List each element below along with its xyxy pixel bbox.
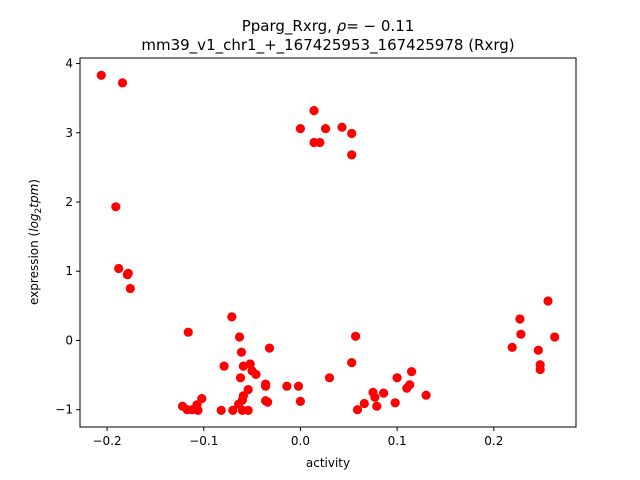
chart-title: Pparg_Rxrg, ρ= − 0.11: [242, 17, 415, 36]
data-point-2: [111, 202, 121, 212]
data-point-59: [405, 380, 415, 390]
data-point-67: [535, 364, 545, 375]
data-point-47: [324, 373, 335, 383]
x-tick-label-3: 0.1: [388, 434, 407, 448]
x-tick-label-1: −0.1: [189, 434, 218, 448]
data-point-43: [216, 405, 226, 415]
data-point-5: [122, 270, 132, 280]
x-tick-label-0: −0.2: [93, 434, 122, 448]
data-point-51: [359, 398, 369, 409]
data-point-37: [197, 394, 207, 404]
x-axis-label: activity: [306, 456, 350, 470]
y-tick-label-1: 0: [65, 333, 73, 347]
data-point-49: [351, 331, 361, 341]
data-point-33: [263, 397, 273, 407]
data-point-16: [227, 312, 237, 322]
data-point-27: [261, 381, 271, 391]
data-point-6: [125, 283, 135, 294]
data-point-55: [379, 388, 389, 398]
y-tick-label-2: 1: [65, 264, 73, 278]
data-point-24: [264, 343, 275, 353]
data-point-20: [245, 359, 255, 369]
data-point-11: [321, 124, 331, 134]
data-point-54: [372, 401, 382, 411]
data-point-13: [347, 128, 357, 139]
data-point-57: [392, 373, 402, 383]
data-point-3: [114, 263, 124, 274]
data-point-64: [516, 329, 526, 339]
y-axis-ticks: −1 0 1 2 3 4: [55, 57, 80, 417]
data-point-60: [407, 367, 417, 377]
data-point-36: [295, 396, 305, 406]
x-tick-label-4: 0.2: [484, 434, 503, 448]
data-point-56: [390, 398, 400, 408]
data-point-34: [282, 381, 292, 391]
data-point-0: [96, 70, 106, 80]
chart-subtitle: mm39_v1_chr1_+_167425953_167425978 (Rxrg…: [141, 36, 514, 55]
data-point-17: [234, 332, 245, 342]
data-point-28: [243, 385, 253, 395]
data-point-22: [251, 369, 261, 379]
data-point-44: [228, 405, 238, 415]
data-point-25: [219, 361, 229, 371]
data-point-23: [235, 373, 246, 383]
data-point-18: [236, 347, 247, 357]
data-point-65: [533, 345, 543, 355]
data-point-7: [295, 124, 305, 134]
y-tick-label-5: 4: [65, 57, 73, 71]
x-tick-label-2: 0.0: [291, 434, 310, 448]
data-point-14: [347, 150, 357, 160]
data-point-62: [507, 342, 517, 352]
y-tick-label-3: 2: [65, 195, 73, 209]
data-point-68: [543, 296, 553, 306]
data-point-1: [117, 78, 128, 88]
data-point-10: [315, 137, 325, 148]
data-point-46: [243, 405, 253, 415]
plot-frame: [79, 57, 577, 428]
data-point-35: [293, 381, 304, 391]
data-point-50: [352, 405, 363, 415]
data-point-63: [515, 314, 525, 324]
data-point-69: [550, 332, 560, 342]
data-point-42: [193, 405, 203, 415]
y-tick-label-0: −1: [55, 403, 73, 417]
x-axis-ticks: −0.2 −0.1 0.0 0.1 0.2: [93, 427, 503, 448]
data-point-8: [309, 106, 319, 116]
y-tick-label-4: 3: [65, 126, 73, 140]
data-point-12: [337, 122, 347, 132]
data-point-15: [183, 327, 193, 337]
y-axis-label: expression (log2tpm): [27, 179, 44, 305]
data-points: [96, 70, 560, 415]
data-point-61: [421, 390, 431, 400]
data-point-48: [347, 358, 357, 368]
data-point-53: [370, 392, 380, 402]
